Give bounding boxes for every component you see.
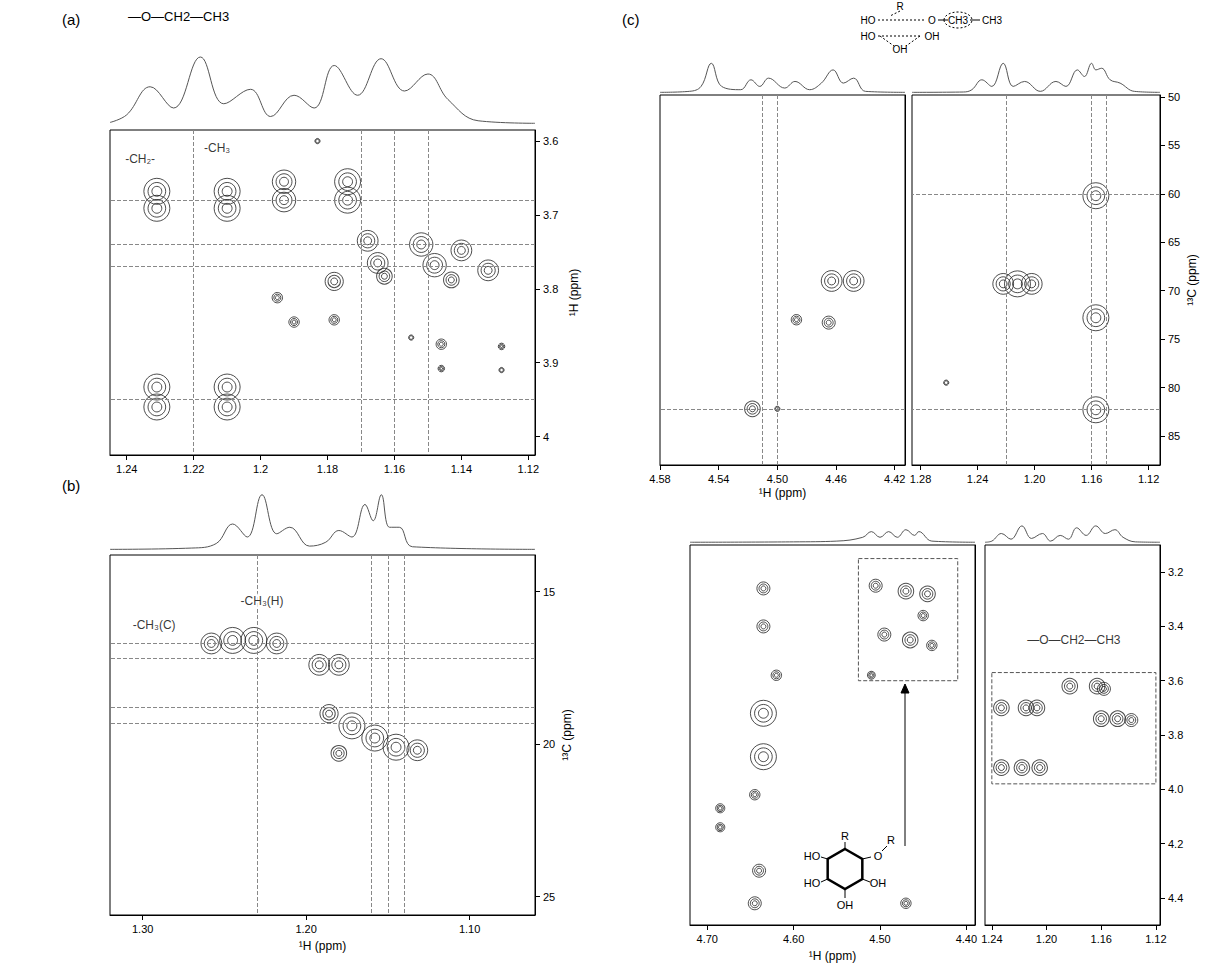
svg-text:OH: OH	[925, 31, 940, 42]
svg-text:-CH₂-: -CH₂-	[125, 152, 155, 166]
svg-text:¹H (ppm): ¹H (ppm)	[299, 939, 346, 953]
svg-text:4: 4	[543, 431, 549, 443]
svg-text:65: 65	[1168, 236, 1180, 248]
svg-text:CH3: CH3	[982, 15, 1002, 26]
svg-text:1.12: 1.12	[1145, 933, 1166, 945]
svg-text:1.2: 1.2	[253, 463, 268, 475]
svg-text:4.50: 4.50	[767, 473, 788, 485]
svg-text:1.12: 1.12	[1138, 473, 1159, 485]
svg-text:R: R	[841, 830, 849, 842]
svg-text:1.18: 1.18	[317, 463, 338, 475]
svg-text:1.12: 1.12	[518, 463, 539, 475]
svg-text:1.16: 1.16	[1091, 933, 1112, 945]
svg-text:4.58: 4.58	[649, 473, 670, 485]
svg-text:3.6: 3.6	[1168, 675, 1183, 687]
svg-text:20: 20	[543, 738, 555, 750]
svg-text:1.20: 1.20	[1024, 473, 1045, 485]
svg-text:15: 15	[543, 586, 555, 598]
svg-text:4.60: 4.60	[783, 933, 804, 945]
svg-text:60: 60	[1168, 188, 1180, 200]
svg-text:85: 85	[1168, 430, 1180, 442]
svg-text:1.28: 1.28	[910, 473, 931, 485]
svg-text:1.24: 1.24	[116, 463, 137, 475]
svg-text:1.24: 1.24	[967, 473, 988, 485]
svg-text:4.0: 4.0	[1168, 783, 1183, 795]
svg-text:4.42: 4.42	[884, 473, 905, 485]
svg-text:3.9: 3.9	[543, 357, 558, 369]
svg-text:1.16: 1.16	[384, 463, 405, 475]
svg-text:25: 25	[543, 891, 555, 903]
svg-text:R: R	[896, 1, 903, 12]
svg-text:3.2: 3.2	[1168, 566, 1183, 578]
svg-text:4.40: 4.40	[956, 933, 977, 945]
svg-text:70: 70	[1168, 285, 1180, 297]
svg-text:3.8: 3.8	[1168, 729, 1183, 741]
svg-text:(a): (a)	[62, 11, 80, 28]
svg-text:OH: OH	[870, 877, 887, 889]
svg-text:—O—CH2—CH3: —O—CH2—CH3	[1027, 633, 1121, 647]
svg-text:55: 55	[1168, 139, 1180, 151]
svg-text:50: 50	[1168, 91, 1180, 103]
svg-text:¹H (ppm): ¹H (ppm)	[809, 949, 856, 963]
svg-text:4.54: 4.54	[708, 473, 729, 485]
svg-text:-CH₃(H): -CH₃(H)	[241, 594, 284, 608]
svg-text:3.7: 3.7	[543, 209, 558, 221]
svg-text:OH: OH	[837, 899, 854, 911]
svg-text:OH: OH	[893, 44, 908, 55]
svg-text:HO: HO	[861, 15, 876, 26]
svg-text:1.20: 1.20	[1036, 933, 1057, 945]
svg-text:R: R	[887, 834, 895, 846]
svg-text:¹³C (ppm): ¹³C (ppm)	[560, 709, 574, 760]
svg-text:3.6: 3.6	[543, 135, 558, 147]
svg-text:4.46: 4.46	[825, 473, 846, 485]
svg-text:3.4: 3.4	[1168, 620, 1183, 632]
svg-text:75: 75	[1168, 333, 1180, 345]
svg-text:(c): (c)	[622, 11, 640, 28]
svg-text:HO: HO	[861, 31, 876, 42]
svg-text:4.70: 4.70	[697, 933, 718, 945]
svg-text:1.10: 1.10	[459, 923, 480, 935]
svg-text:¹H (ppm): ¹H (ppm)	[759, 486, 806, 500]
svg-text:1.20: 1.20	[295, 923, 316, 935]
svg-text:—O—CH2—CH3: —O—CH2—CH3	[128, 9, 229, 24]
svg-text:-CH₃(C): -CH₃(C)	[133, 618, 176, 632]
svg-text:HO: HO	[804, 877, 821, 889]
svg-text:(b): (b)	[62, 477, 80, 494]
svg-text:HO: HO	[804, 850, 821, 862]
svg-text:¹H (ppm): ¹H (ppm)	[567, 269, 581, 316]
svg-text:1.16: 1.16	[1081, 473, 1102, 485]
svg-text:4.2: 4.2	[1168, 838, 1183, 850]
svg-text:O: O	[874, 850, 883, 862]
svg-text:1.14: 1.14	[451, 463, 472, 475]
svg-text:4.50: 4.50	[869, 933, 890, 945]
svg-text:CH3: CH3	[948, 15, 968, 26]
svg-text:1.22: 1.22	[183, 463, 204, 475]
svg-text:80: 80	[1168, 382, 1180, 394]
svg-text:¹³C (ppm): ¹³C (ppm)	[1185, 254, 1199, 305]
svg-text:1.30: 1.30	[132, 923, 153, 935]
svg-text:1.24: 1.24	[981, 933, 1002, 945]
svg-text:-CH₃: -CH₃	[204, 141, 230, 155]
svg-text:3.8: 3.8	[543, 283, 558, 295]
svg-text:4.4: 4.4	[1168, 892, 1183, 904]
svg-text:O: O	[928, 15, 936, 26]
